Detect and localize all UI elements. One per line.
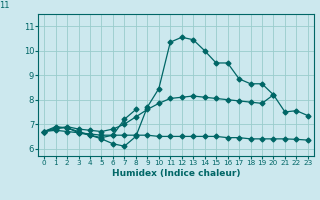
Text: 11: 11	[0, 1, 10, 10]
X-axis label: Humidex (Indice chaleur): Humidex (Indice chaleur)	[112, 169, 240, 178]
